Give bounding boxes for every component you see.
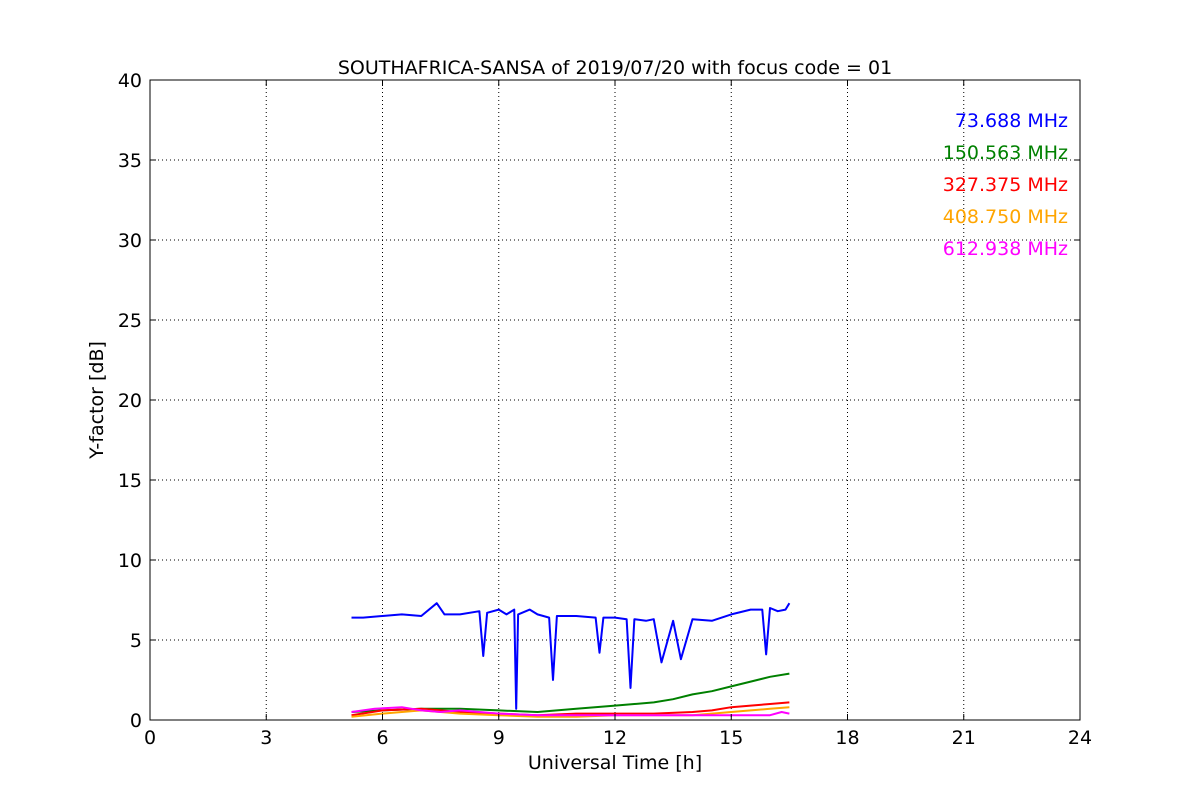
legend-entry: 150.563 MHz [943, 142, 1068, 164]
y-tick-label: 15 [118, 470, 142, 492]
y-tick-labels: 0 5 10 15 20 25 30 35 40 [118, 70, 142, 732]
x-tick-label: 18 [835, 727, 859, 749]
x-tick-labels: 0 3 6 9 12 15 18 21 24 [144, 727, 1092, 749]
x-tick-label: 3 [260, 727, 272, 749]
legend-entry: 408.750 MHz [943, 206, 1068, 228]
legend: 73.688 MHz 150.563 MHz 327.375 MHz 408.750 … [943, 110, 1068, 260]
series-lines [351, 602, 791, 718]
x-tick-label: 0 [144, 727, 156, 749]
y-axis-label: Y-factor [dB] [86, 341, 108, 460]
y-tick-label: 25 [118, 310, 142, 332]
chart-title: SOUTHAFRICA-SANSA of 2019/07/20 with foc… [338, 57, 892, 79]
x-tick-label: 12 [603, 727, 627, 749]
series-line-1 [351, 672, 790, 713]
x-tick-label: 9 [493, 727, 505, 749]
x-tick-label: 24 [1068, 727, 1092, 749]
x-tick-label: 6 [376, 727, 388, 749]
y-tick-label: 30 [118, 230, 142, 252]
x-axis-label: Universal Time [h] [528, 752, 702, 774]
legend-entry: 612.938 MHz [943, 238, 1068, 260]
axis-ticks [149, 79, 1081, 721]
y-tick-label: 20 [118, 390, 142, 412]
x-tick-label: 15 [719, 727, 743, 749]
legend-entry: 73.688 MHz [955, 110, 1068, 132]
x-tick-label: 21 [952, 727, 976, 749]
y-tick-label: 0 [130, 710, 142, 732]
y-tick-label: 40 [118, 70, 142, 92]
y-tick-label: 5 [130, 630, 142, 652]
series-line-0 [351, 602, 791, 710]
series-line-4 [351, 706, 790, 717]
y-tick-label: 10 [118, 550, 142, 572]
y-tick-label: 35 [118, 150, 142, 172]
legend-entry: 327.375 MHz [943, 174, 1068, 196]
series-line-2 [351, 701, 790, 717]
